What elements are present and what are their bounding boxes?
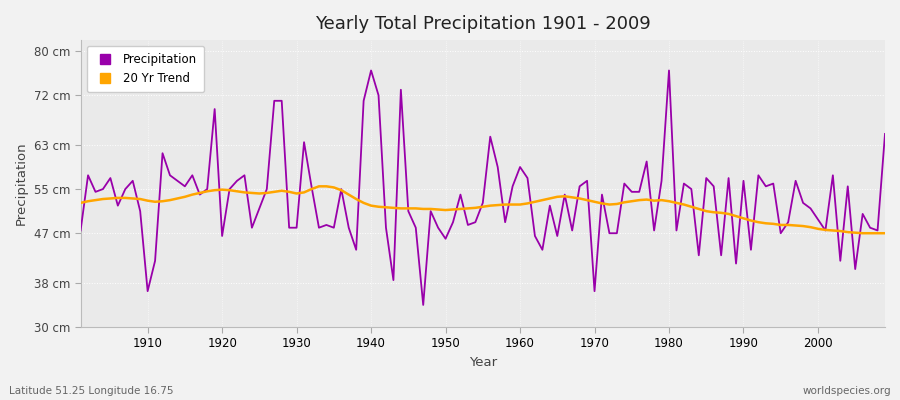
Text: Latitude 51.25 Longitude 16.75: Latitude 51.25 Longitude 16.75 — [9, 386, 174, 396]
Legend: Precipitation, 20 Yr Trend: Precipitation, 20 Yr Trend — [86, 46, 204, 92]
Y-axis label: Precipitation: Precipitation — [15, 142, 28, 225]
Title: Yearly Total Precipitation 1901 - 2009: Yearly Total Precipitation 1901 - 2009 — [315, 15, 651, 33]
Text: worldspecies.org: worldspecies.org — [803, 386, 891, 396]
X-axis label: Year: Year — [469, 356, 497, 369]
